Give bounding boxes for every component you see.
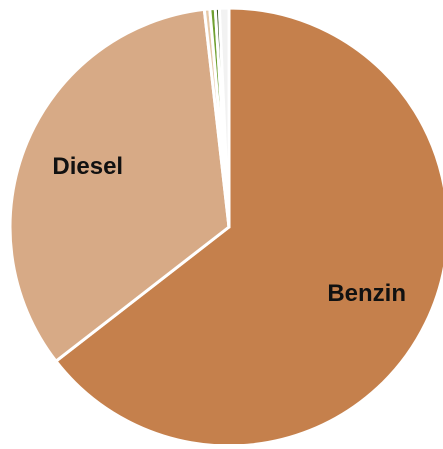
pie-slice bbox=[54, 6, 443, 448]
pie-slice bbox=[8, 7, 231, 363]
slice-label: Diesel bbox=[52, 153, 123, 180]
pie-slice bbox=[217, 6, 231, 229]
slice-label: Benzin bbox=[327, 280, 406, 307]
